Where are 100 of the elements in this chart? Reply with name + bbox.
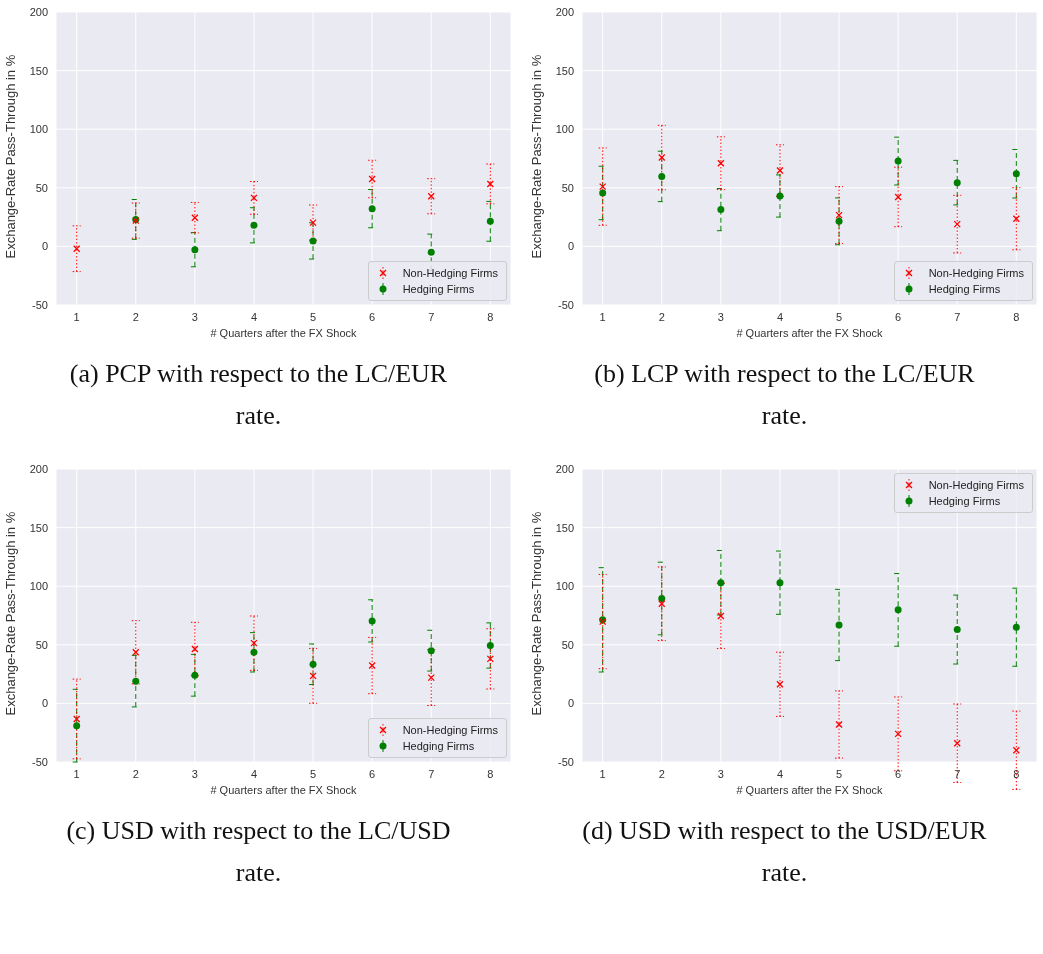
legend-label: Hedging Firms xyxy=(402,739,475,754)
point xyxy=(309,672,317,680)
y-tick-label: 100 xyxy=(29,580,48,593)
x-axis-title: # Quarters after the FX Shock xyxy=(210,327,358,339)
point xyxy=(368,205,376,213)
point xyxy=(191,246,199,254)
x-tick-label: 6 xyxy=(895,767,902,780)
text: (a) PCP with respect to the LC/EUR rate. xyxy=(68,358,449,432)
y-axis-title: Exchange-Rate Pass-Through in % xyxy=(2,54,18,259)
point xyxy=(599,189,607,197)
text: (c) USD with respect to the LC/USD rate. xyxy=(65,815,452,889)
point xyxy=(776,579,784,587)
y-tick-label: 0 xyxy=(567,697,574,710)
y-tick-label: 200 xyxy=(555,5,574,18)
point xyxy=(717,206,725,214)
x-tick-label: 5 xyxy=(835,767,843,780)
y-tick-label: 100 xyxy=(29,123,48,136)
x-tick-label: 2 xyxy=(132,767,139,780)
point xyxy=(309,218,317,227)
x-tick-label: 7 xyxy=(428,310,435,323)
point xyxy=(1012,623,1020,631)
point xyxy=(658,172,666,180)
point xyxy=(191,671,199,679)
y-tick-label: 150 xyxy=(29,64,48,77)
point xyxy=(894,157,902,165)
point xyxy=(368,661,376,670)
x-tick-label: 5 xyxy=(309,310,317,323)
legend-label: Non-Hedging Firms xyxy=(928,478,1024,493)
x-tick-label: 7 xyxy=(428,767,435,780)
point xyxy=(486,655,494,663)
y-tick-label: 200 xyxy=(29,5,48,18)
point xyxy=(658,595,666,603)
point xyxy=(427,248,435,256)
legend-label: Hedging Firms xyxy=(928,282,1001,297)
y-tick-label: 0 xyxy=(41,697,48,710)
point xyxy=(250,639,258,647)
x-tick-label: 4 xyxy=(250,767,258,780)
point xyxy=(776,680,784,688)
legend-label: Hedging Firms xyxy=(928,494,1001,509)
x-tick-label: 3 xyxy=(191,767,198,780)
point xyxy=(1012,170,1020,178)
legend-label: Non-Hedging Firms xyxy=(928,266,1024,281)
point xyxy=(658,153,666,162)
point xyxy=(486,642,494,649)
point xyxy=(73,715,81,723)
x-tick-label: 6 xyxy=(369,310,376,323)
y-tick-label: 150 xyxy=(555,521,574,534)
point xyxy=(953,220,961,228)
point xyxy=(368,175,376,183)
x-axis-title: # Quarters after the FX Shock xyxy=(210,784,358,796)
x-tick-label: 8 xyxy=(1013,310,1020,323)
legend-label: Non-Hedging Firms xyxy=(402,723,498,738)
point xyxy=(486,180,494,188)
y-tick-label: 0 xyxy=(41,240,48,253)
x-tick-label: 2 xyxy=(658,310,665,323)
y-tick-label: -50 xyxy=(32,755,48,768)
y-tick-label: -50 xyxy=(32,298,48,311)
x-tick-label: 1 xyxy=(73,767,80,780)
point xyxy=(953,626,961,634)
y-tick-label: 50 xyxy=(561,181,574,194)
y-tick-label: 0 xyxy=(567,240,574,253)
x-tick-label: 1 xyxy=(599,310,606,323)
point xyxy=(427,673,435,682)
x-tick-label: 1 xyxy=(599,767,606,780)
point xyxy=(309,237,317,245)
legend-label: Non-Hedging Firms xyxy=(402,266,498,281)
text: (d) USD with respect to the USD/EUR rate. xyxy=(581,815,988,889)
point xyxy=(427,647,435,655)
point xyxy=(309,660,317,668)
point xyxy=(191,645,199,653)
x-axis-title: # Quarters after the FX Shock xyxy=(736,784,884,796)
point xyxy=(368,617,376,625)
y-tick-label: 50 xyxy=(35,638,48,651)
point xyxy=(953,179,961,187)
point xyxy=(250,194,258,202)
y-tick-label: 50 xyxy=(35,181,48,194)
x-tick-label: 4 xyxy=(776,767,784,780)
y-tick-label: 100 xyxy=(555,580,574,593)
x-tick-label: 7 xyxy=(954,767,961,780)
x-tick-label: 6 xyxy=(369,767,376,780)
y-tick-label: 50 xyxy=(561,638,574,651)
y-tick-label: -50 xyxy=(558,755,574,768)
point xyxy=(486,217,494,225)
x-tick-label: 4 xyxy=(776,310,784,323)
x-tick-label: 3 xyxy=(717,767,724,780)
point xyxy=(250,221,258,229)
x-tick-label: 5 xyxy=(309,767,317,780)
x-tick-label: 5 xyxy=(835,310,843,323)
x-tick-label: 1 xyxy=(73,310,80,323)
y-axis-title: Exchange-Rate Pass-Through in % xyxy=(2,511,18,716)
point xyxy=(776,166,784,175)
x-axis-title: # Quarters after the FX Shock xyxy=(736,327,884,339)
point xyxy=(717,612,725,620)
x-tick-label: 3 xyxy=(191,310,198,323)
point xyxy=(835,217,843,225)
y-tick-label: 200 xyxy=(29,462,48,475)
y-tick-label: 200 xyxy=(555,462,574,475)
y-axis-title: Exchange-Rate Pass-Through in % xyxy=(528,511,544,716)
y-axis-title: Exchange-Rate Pass-Through in % xyxy=(528,54,544,259)
point xyxy=(835,621,843,629)
